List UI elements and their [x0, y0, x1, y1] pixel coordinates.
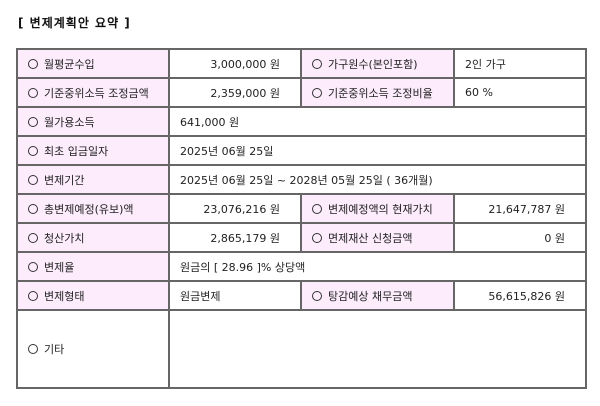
value: 3,000,000 원 [168, 48, 302, 79]
value [168, 309, 587, 389]
label: 기타 [44, 343, 65, 356]
value: 원금변제 [168, 280, 302, 311]
circle-icon [28, 58, 38, 69]
label: 변제예정액의 현재가치 [328, 202, 433, 216]
label: 가구원수(본인포함) [328, 57, 418, 71]
table-row: 최초 입금일자 2025년 06월 25일 [16, 135, 587, 166]
label: 면제재산 신청금액 [328, 231, 413, 245]
table-row: 변제율 원금의 [ 28.96 ]% 상당액 [16, 251, 587, 282]
table-row: 월평균수입 3,000,000 원 가구원수(본인포함) 2인 가구 [16, 48, 587, 79]
value: 60 % [453, 77, 587, 108]
value: 2025년 06월 25일 [168, 135, 587, 166]
circle-icon [28, 344, 38, 354]
circle-icon [28, 203, 38, 214]
circle-icon [28, 290, 38, 301]
circle-icon [312, 232, 322, 243]
value: 2,865,179 원 [168, 222, 302, 253]
label: 변제기간 [44, 173, 85, 187]
table-row: 기준중위소득 조정금액 2,359,000 원 기준중위소득 조정비율 60 % [16, 77, 587, 108]
circle-icon [28, 174, 38, 185]
table-row: 변제형태 원금변제 탕감예상 채무금액 56,615,826 원 [16, 280, 587, 311]
circle-icon [28, 232, 38, 243]
value: 2025년 06월 25일 ~ 2028년 05월 25일 ( 36개월) [168, 164, 587, 195]
label: 기준중위소득 조정비율 [328, 86, 433, 100]
circle-icon [312, 290, 322, 301]
section-title: [ 변제계획안 요약 ] [18, 16, 131, 30]
table-row: 청산가치 2,865,179 원 면제재산 신청금액 0 원 [16, 222, 587, 253]
label: 총변제예정(유보)액 [44, 202, 134, 216]
table-row: 월가용소득 641,000 원 [16, 106, 587, 137]
value: 56,615,826 원 [453, 280, 587, 311]
circle-icon [28, 87, 38, 98]
label: 최초 입금일자 [44, 144, 109, 158]
label: 변제형태 [44, 289, 85, 303]
value: 23,076,216 원 [168, 193, 302, 224]
circle-icon [28, 145, 38, 156]
value: 21,647,787 원 [453, 193, 587, 224]
value: 641,000 원 [168, 106, 587, 137]
label: 기준중위소득 조정금액 [44, 86, 149, 100]
circle-icon [312, 58, 322, 69]
value: 원금의 [ 28.96 ]% 상당액 [168, 251, 587, 282]
value: 2,359,000 원 [168, 77, 302, 108]
circle-icon [312, 87, 322, 98]
value: 0 원 [453, 222, 587, 253]
label: 월가용소득 [44, 115, 95, 129]
label: 변제율 [44, 260, 75, 274]
label: 청산가치 [44, 231, 85, 245]
circle-icon [28, 261, 38, 272]
value: 2인 가구 [453, 48, 587, 79]
table-row: 총변제예정(유보)액 23,076,216 원 변제예정액의 현재가치 21,6… [16, 193, 587, 224]
label: 월평균수입 [44, 57, 95, 71]
table-row: 기타 [16, 309, 587, 389]
circle-icon [312, 203, 322, 214]
repayment-summary-table: 월평균수입 3,000,000 원 가구원수(본인포함) 2인 가구 기준중위소… [16, 48, 587, 389]
circle-icon [28, 116, 38, 127]
table-row: 변제기간 2025년 06월 25일 ~ 2028년 05월 25일 ( 36개… [16, 164, 587, 195]
label: 탕감예상 채무금액 [328, 289, 413, 303]
